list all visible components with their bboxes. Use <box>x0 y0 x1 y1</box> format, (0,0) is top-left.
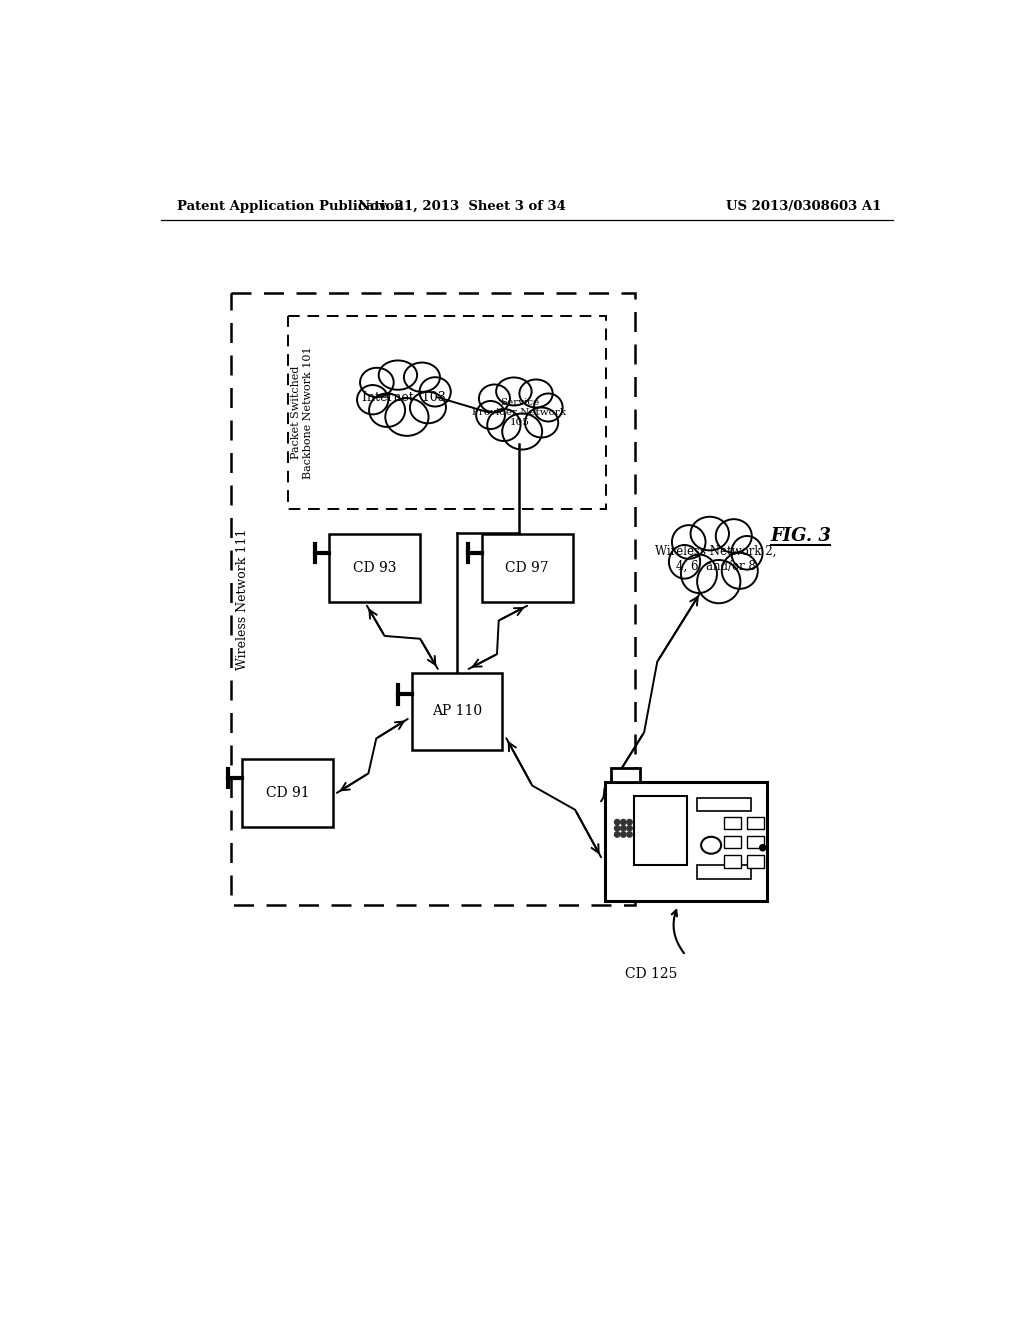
Circle shape <box>614 820 620 825</box>
Circle shape <box>621 825 626 832</box>
Ellipse shape <box>690 516 729 550</box>
Bar <box>748 855 764 867</box>
Ellipse shape <box>669 545 700 578</box>
Ellipse shape <box>519 379 553 408</box>
Ellipse shape <box>479 384 510 413</box>
Bar <box>605 781 767 902</box>
Ellipse shape <box>410 392 446 424</box>
Ellipse shape <box>731 536 763 570</box>
Bar <box>289 317 606 508</box>
Bar <box>724 855 741 867</box>
Text: CD 97: CD 97 <box>505 561 549 576</box>
Circle shape <box>627 825 632 832</box>
Circle shape <box>760 845 766 851</box>
Ellipse shape <box>697 560 740 603</box>
Ellipse shape <box>379 360 417 389</box>
Ellipse shape <box>487 409 520 441</box>
Text: Packet Switched
Backbone Network 101: Packet Switched Backbone Network 101 <box>292 346 313 479</box>
Text: Patent Application Publication: Patent Application Publication <box>177 199 403 213</box>
Text: FIG. 3: FIG. 3 <box>770 527 830 545</box>
Text: Service
Provider Network
105: Service Provider Network 105 <box>472 397 566 428</box>
Text: Wireless Network 2,
4, 6, and/or 8: Wireless Network 2, 4, 6, and/or 8 <box>655 545 776 573</box>
Ellipse shape <box>534 393 562 421</box>
Ellipse shape <box>502 413 542 450</box>
Text: US 2013/0308603 A1: US 2013/0308603 A1 <box>726 199 882 213</box>
Bar <box>243 759 333 826</box>
Text: CD 91: CD 91 <box>266 785 309 800</box>
Circle shape <box>614 825 620 832</box>
Ellipse shape <box>420 378 451 407</box>
Bar <box>697 866 752 879</box>
Text: Internet  103: Internet 103 <box>362 391 445 404</box>
Bar <box>748 817 764 829</box>
Circle shape <box>614 832 620 837</box>
Bar <box>724 817 741 829</box>
Circle shape <box>627 820 632 825</box>
Ellipse shape <box>360 368 393 397</box>
Bar <box>748 836 764 849</box>
Bar <box>412 673 503 750</box>
Text: CD 125: CD 125 <box>625 966 677 981</box>
Ellipse shape <box>716 519 752 553</box>
Ellipse shape <box>357 385 388 414</box>
Ellipse shape <box>525 408 558 437</box>
Bar <box>724 836 741 849</box>
Bar <box>634 796 686 866</box>
Bar <box>230 293 635 906</box>
Ellipse shape <box>496 378 531 405</box>
Circle shape <box>627 832 632 837</box>
Ellipse shape <box>385 399 428 436</box>
Ellipse shape <box>672 525 706 558</box>
Ellipse shape <box>681 554 717 593</box>
Text: Nov. 21, 2013  Sheet 3 of 34: Nov. 21, 2013 Sheet 3 of 34 <box>357 199 565 213</box>
Text: AP 110: AP 110 <box>432 705 482 718</box>
Ellipse shape <box>369 393 406 426</box>
Bar <box>611 768 640 781</box>
Ellipse shape <box>403 363 440 392</box>
Text: Wireless Network 111: Wireless Network 111 <box>237 528 250 671</box>
Circle shape <box>621 832 626 837</box>
Ellipse shape <box>722 553 758 589</box>
Bar <box>481 535 572 602</box>
Circle shape <box>621 820 626 825</box>
Bar <box>330 535 420 602</box>
Text: CD 93: CD 93 <box>353 561 396 576</box>
Ellipse shape <box>476 401 505 429</box>
Bar <box>697 797 752 812</box>
